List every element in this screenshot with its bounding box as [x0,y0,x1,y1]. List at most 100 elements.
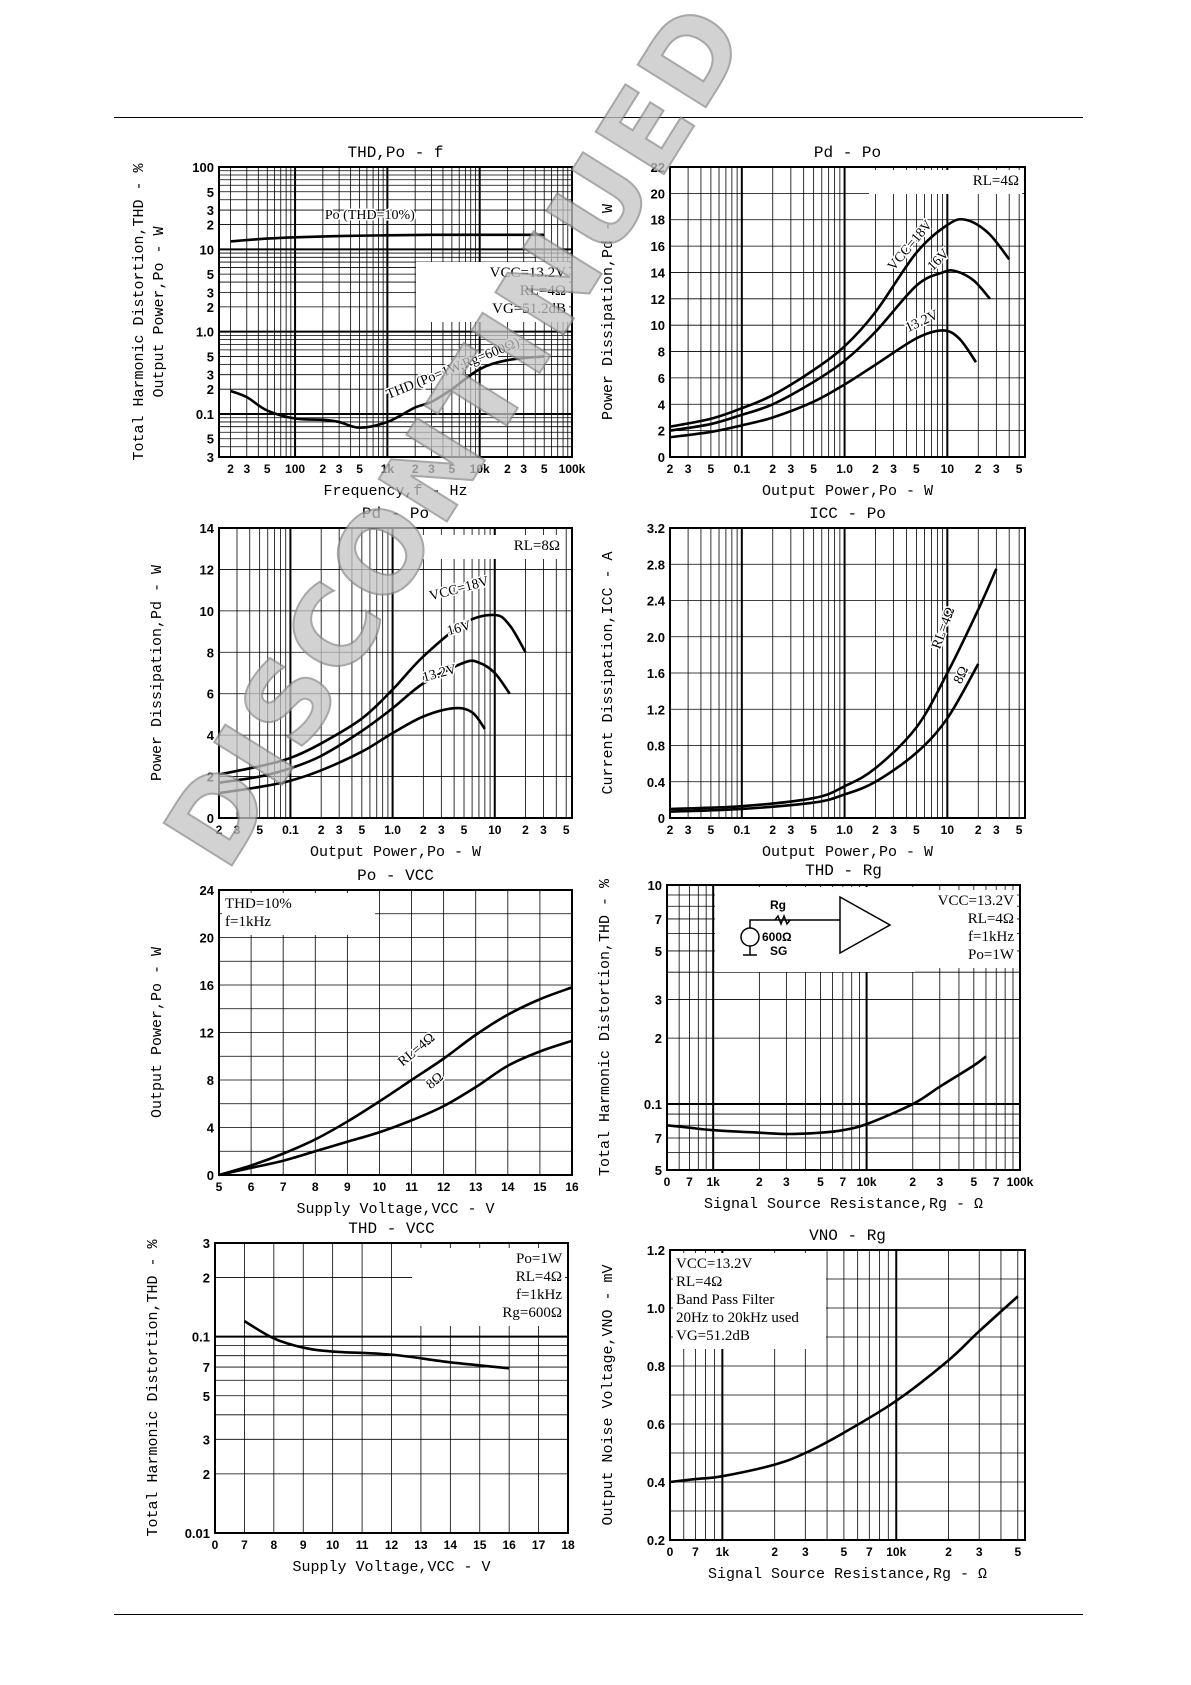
annotation-box [869,170,1022,194]
x-axis-label: Output Power,Po - W [762,483,933,500]
y-tick-label: 18 [651,213,665,228]
y-tick-label: 0.6 [647,1417,665,1432]
annotation-text: f=1kHz [968,929,1014,945]
y-axis-label: Output Power,Po - W [151,226,168,397]
y-tick-label: 14 [200,521,215,536]
x-tick-label: 2 [975,823,982,837]
x-tick-label: 5 [841,1545,848,1559]
annotation-text: RL=4Ω [676,1274,722,1290]
x-tick-label: 2 [872,823,879,837]
chart-6: THD - Rg Signal Source Resistance,Rg - Ω T… [597,862,1034,1213]
x-tick-label: 3 [428,462,435,476]
y-axis-label: Power Dissipation,Pd - W [149,565,166,781]
x-axis-label: Signal Source Resistance,Rg - Ω [708,1566,987,1583]
chart-title: ICC - Po [809,505,886,523]
x-tick-label: 3 [993,462,1000,476]
x-tick-label: 10 [488,823,502,837]
annotation-box [416,262,569,322]
y-tick-label: 2 [655,1031,662,1046]
x-tick-label: 3 [783,1175,790,1189]
y-tick-label: 2.4 [647,594,666,609]
chart-5: Po - VCC Supply Voltage,VCC - V Output Pow… [149,867,579,1218]
x-tick-label: 3 [788,462,795,476]
y-tick-label: 5 [655,944,662,959]
y-tick-label: 2 [207,382,214,397]
y-tick-label: 3 [207,285,214,300]
x-axis-label: Frequency,f - Hz [323,483,467,500]
x-tick-label: 10 [326,1538,340,1552]
annotation-text: VCC=13.2V [938,893,1015,909]
y-tick-label: 4 [207,1121,215,1136]
y-tick-label: 12 [200,1026,214,1041]
x-tick-label: 12 [437,1180,451,1194]
x-tick-label: 11 [405,1180,418,1194]
series-line-1 [666,1055,987,1136]
y-tick-label: 5 [207,267,214,282]
chart-title: THD - Rg [805,862,882,880]
annotation-text: Band Pass Filter [676,1292,774,1308]
y-tick-label: 10 [200,242,214,257]
y-tick-label: 4 [207,728,215,743]
x-tick-label: 2 [320,462,327,476]
series-label: RL=4Ω [395,1031,438,1070]
y-tick-label: 0.1 [196,407,214,422]
x-tick-label: 7 [241,1538,248,1552]
annotation-box [412,1248,565,1326]
annotation-text: THD=10% [225,896,292,912]
series-line-1 [669,1295,1019,1484]
series-line-1 [243,1320,510,1370]
x-tick-label: 5 [358,823,365,837]
annotation-box [222,893,375,935]
plot-frame [669,527,1026,819]
y-tick-label: 2 [203,1271,210,1286]
y-tick-label: 2 [207,300,214,315]
y-tick-label: 24 [200,883,215,898]
x-tick-label: 0.1 [733,462,750,476]
chart-title: Pd - Po [362,505,429,523]
x-tick-label: 5 [913,823,920,837]
x-tick-label: 5 [264,462,271,476]
x-tick-label: 8 [270,1538,277,1552]
x-tick-label: 3 [936,1175,943,1189]
x-tick-label: 5 [541,462,548,476]
x-tick-label: 100k [1007,1175,1034,1189]
y-axis-label: Total Harmonic Distortion,THD - % [597,878,614,1176]
x-tick-label: 15 [473,1538,487,1552]
x-tick-label: 1.0 [836,823,853,837]
x-tick-label: 1k [716,1545,730,1559]
x-tick-label: 1k [707,1175,721,1189]
x-tick-label: 6 [248,1180,255,1194]
series-label: RL=4Ω [929,605,958,651]
annotation-text: RL=4Ω [968,911,1014,927]
y-tick-label: 8 [207,1073,214,1088]
y-tick-label: 12 [200,562,214,577]
y-tick-label: 0.2 [647,1533,665,1548]
x-tick-label: 0 [664,1175,671,1189]
x-tick-label: 7 [993,1175,1000,1189]
y-tick-label: 1.2 [647,702,665,717]
chart-title: Po - VCC [357,867,434,885]
x-tick-label: 2 [975,462,982,476]
annotation-text: VCC=13.2V [490,265,567,281]
series-line-2 [230,355,545,430]
x-tick-label: 9 [300,1538,307,1552]
plot-frame [218,166,573,458]
y-axis-label: Output Power,Po - W [149,947,166,1118]
inset-source-label: 600Ω [762,930,792,944]
x-tick-label: 12 [385,1538,399,1552]
x-tick-label: 2 [412,462,419,476]
x-tick-label: 3 [520,462,527,476]
x-tick-label: 10k [857,1175,877,1189]
y-tick-label: 5 [207,349,214,364]
x-tick-label: 5 [810,462,817,476]
y-tick-label: 5 [655,1163,662,1178]
annotation-text: RL=8Ω [514,538,560,554]
x-tick-label: 7 [839,1175,846,1189]
y-tick-label: 0.1 [192,1330,210,1345]
x-tick-label: 3 [976,1545,983,1559]
amplifier-icon [839,895,892,955]
x-axis-label: Supply Voltage,VCC - V [296,1201,494,1218]
series-line-2 [669,663,980,813]
x-tick-label: 1.0 [836,462,853,476]
annotation-text: RL=4Ω [520,283,566,299]
